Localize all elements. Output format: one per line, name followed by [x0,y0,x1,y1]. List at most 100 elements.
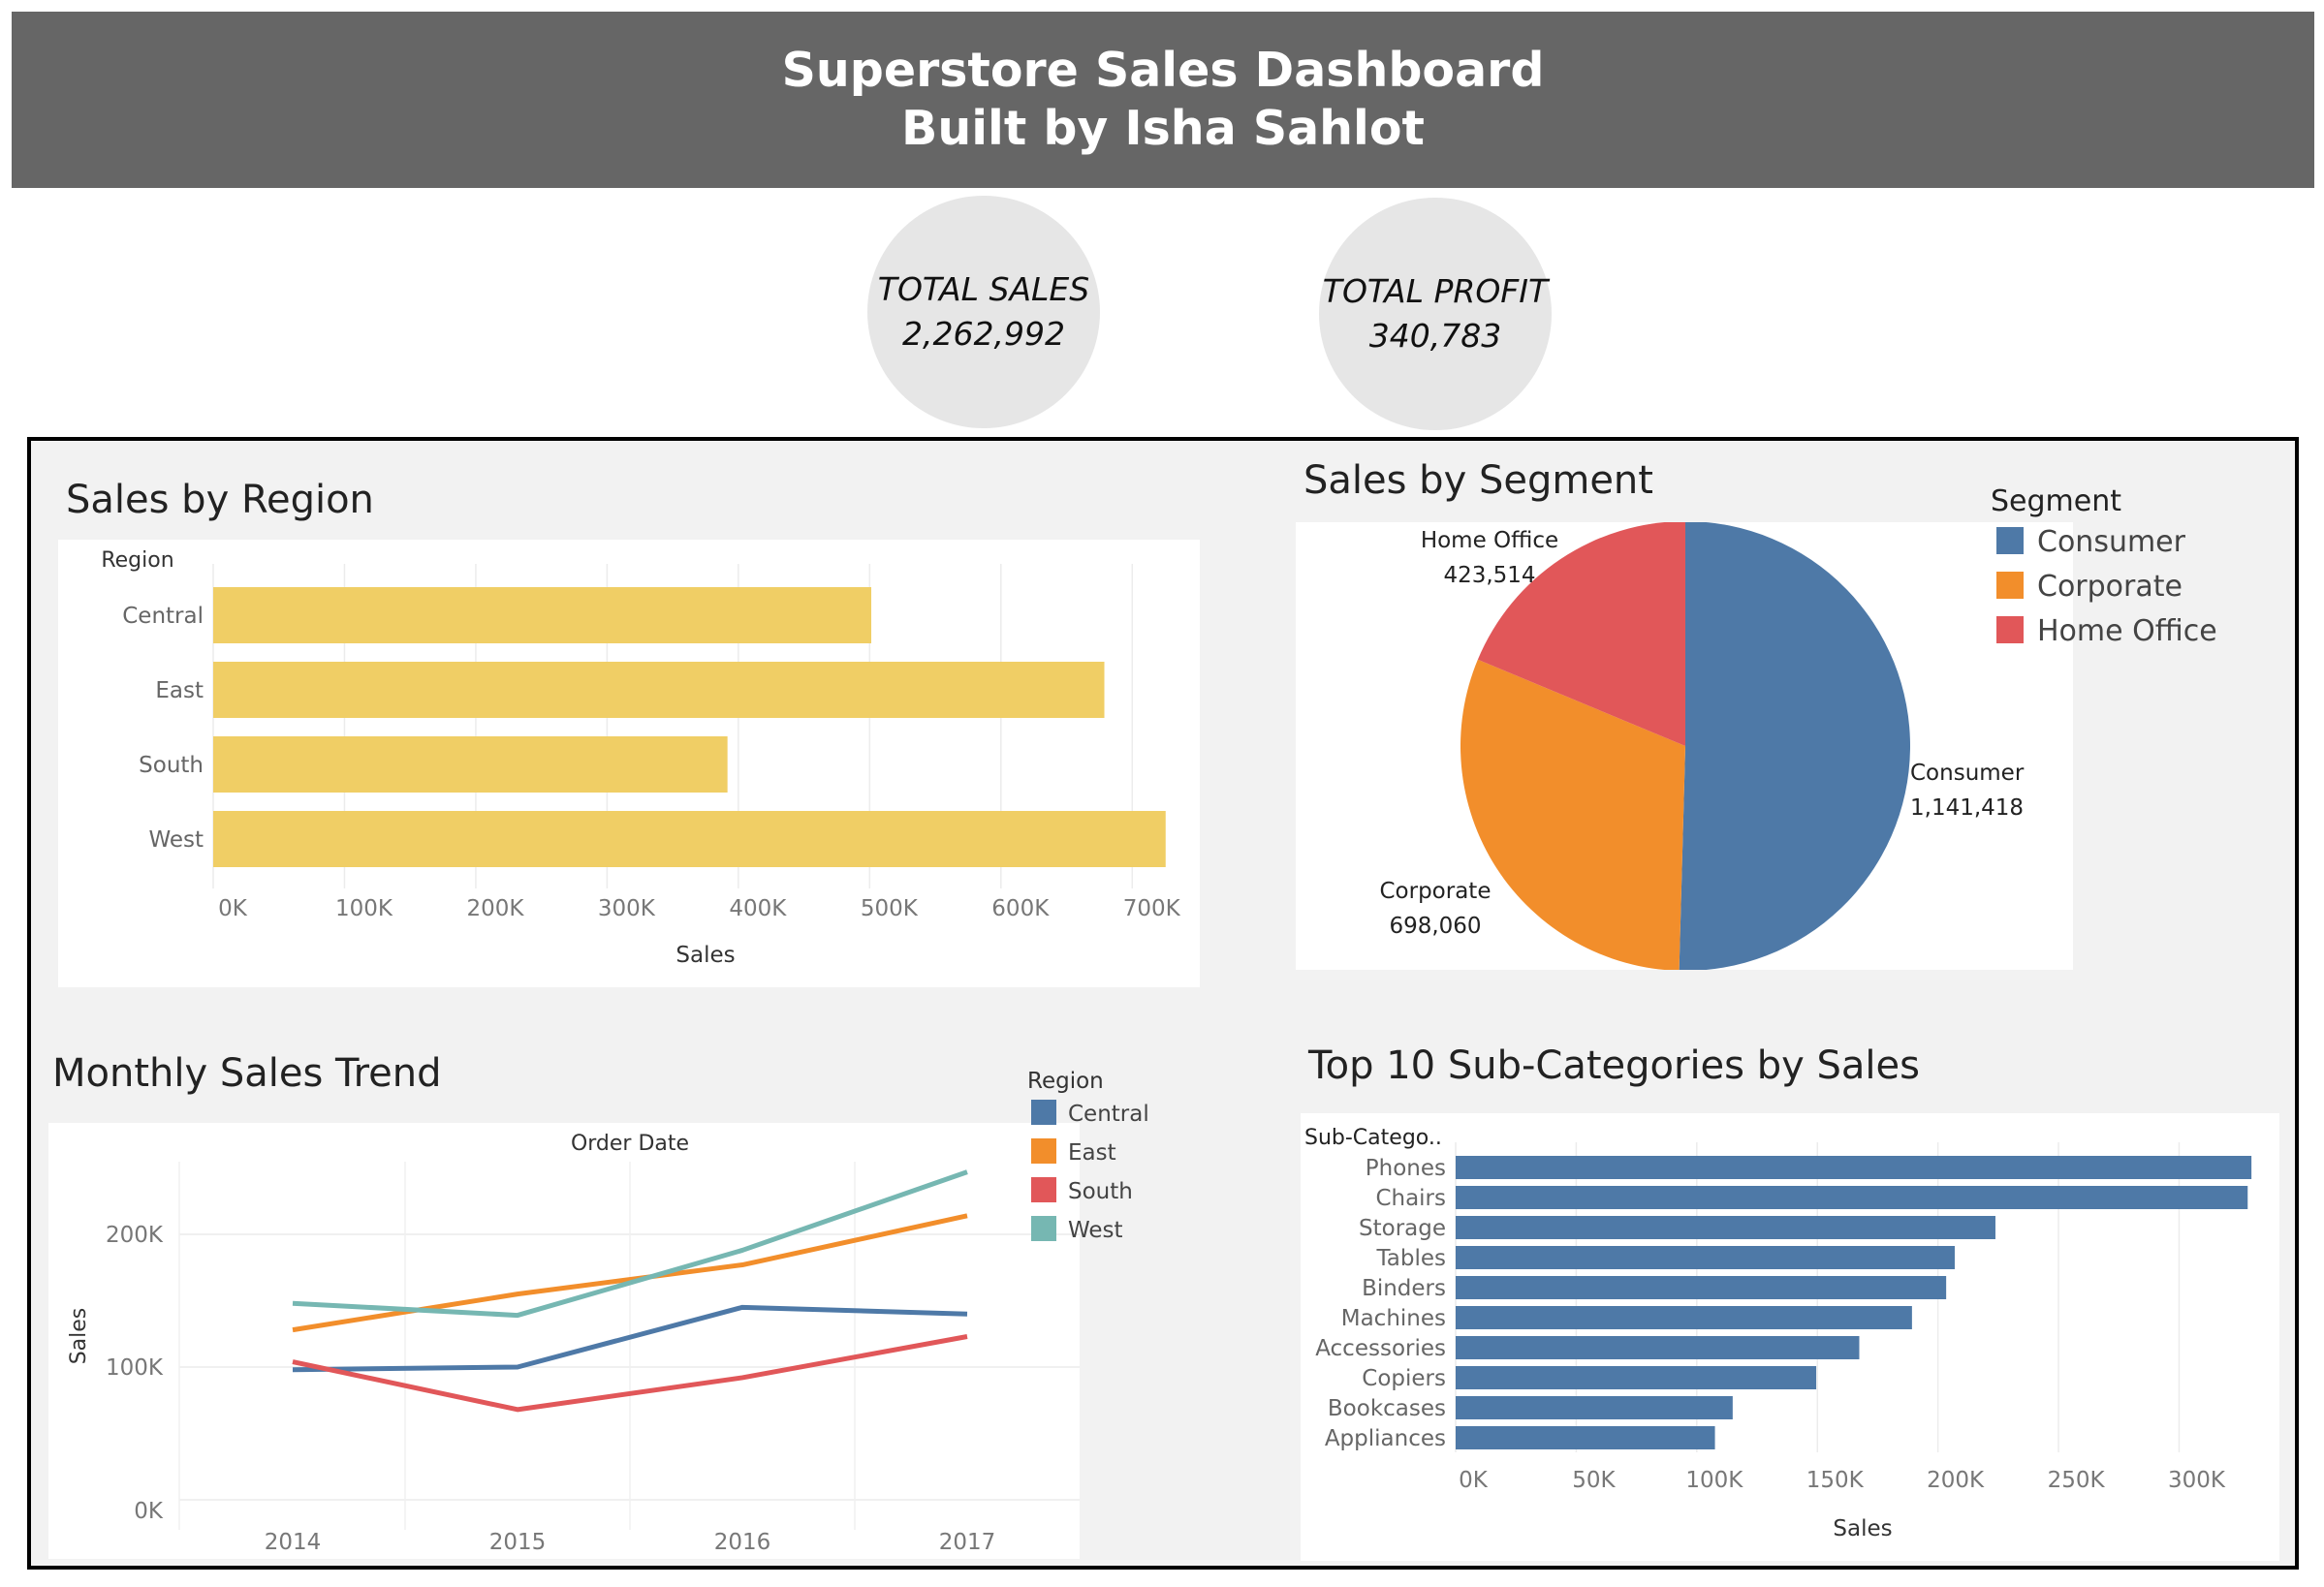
subcat-category-label: Phones [1366,1156,1446,1181]
trend-y-axis-label: Sales [67,1308,91,1365]
region-x-tick: 0K [218,896,248,921]
segment-legend-swatch [1996,572,2024,599]
subcat-x-tick: 100K [1685,1468,1743,1493]
segment-legend: Segment Consumer Corporate Home Office [1991,484,2217,644]
segment-legend-label: Corporate [2037,570,2183,604]
kpi-total-sales-label: TOTAL SALES [877,270,1090,308]
subcat-bar-chart: 0K 50K 100K 150K 200K 250K 300K Sub-Catego.. Pho… [1304,1126,2252,1541]
segment-slice [1460,659,1685,971]
subcat-category-label: Copiers [1362,1366,1446,1391]
trend-legend-swatch [1031,1177,1056,1202]
subcat-bar [1456,1186,2248,1209]
kpi-total-profit-value: 340,783 [1368,317,1502,355]
region-bar [213,736,728,793]
subcat-chart-card: 0K 50K 100K 150K 200K 250K 300K Sub-Catego.. Pho… [1301,1113,2279,1561]
subcat-x-tick: 200K [1927,1468,1985,1493]
subcat-bar [1456,1396,1733,1419]
region-panel-title: Sales by Region [66,478,374,522]
subcat-axis-header: Sub-Catego.. [1304,1126,1442,1150]
segment-slice-name: Corporate [1380,879,1492,904]
region-category-label: South [139,753,204,778]
subcat-category-label: Chairs [1375,1186,1446,1211]
subcat-bar [1456,1366,1817,1389]
subcat-bar [1456,1426,1715,1449]
region-bar [213,811,1166,867]
trend-chart-card: 0K 100K 200K Order Date Sales 2014 2015 2016 201… [48,1123,1080,1559]
trend-x-tick: 2015 [489,1530,547,1555]
dashboard-author: Built by Isha Sahlot [901,101,1425,156]
segment-slice-name: Home Office [1421,528,1558,553]
subcat-category-label: Appliances [1325,1426,1446,1451]
segment-legend-label: Home Office [2037,614,2217,644]
segment-chart-card: Consumer 1,141,418 Corporate 698,060 Home Of… [1296,521,2073,971]
trend-legend-swatch [1031,1100,1056,1125]
region-chart-card: 0K 100K 200K 300K 400K 500K 600K 700K Region Cent… [58,540,1200,987]
segment-legend-title: Segment [1991,484,2121,518]
trend-legend-title: Region [1027,1069,1104,1094]
subcat-bar [1456,1246,1955,1269]
dashboard-header: Superstore Sales Dashboard Built by Isha… [12,12,2314,188]
subcat-bar [1456,1216,1995,1239]
region-x-tick: 200K [466,896,524,921]
trend-series-line [292,1169,968,1319]
region-bar [213,662,1105,718]
subcat-bar [1456,1276,1947,1299]
trend-legend-swatch [1031,1216,1056,1241]
region-category-label: East [155,678,204,703]
trend-x-tick: 2014 [265,1530,322,1555]
trend-legend: Region Central East South West [1027,1069,1149,1243]
segment-slice [1679,521,1911,971]
subcat-category-label: Binders [1362,1276,1446,1301]
segment-panel-title: Sales by Segment [1303,458,1653,503]
subcat-x-tick: 250K [2048,1468,2106,1493]
trend-x-tick: 2016 [714,1530,771,1555]
region-x-tick: 700K [1123,896,1181,921]
trend-series-line [292,1213,968,1333]
trend-legend-label: East [1068,1140,1116,1166]
region-x-tick: 500K [861,896,919,921]
subcat-x-tick: 50K [1572,1468,1616,1493]
subcat-category-label: Tables [1376,1246,1446,1271]
trend-x-tick: 2017 [939,1530,996,1555]
dashboard-title: Superstore Sales Dashboard [781,43,1545,98]
region-x-tick: 600K [991,896,1050,921]
region-bar [213,587,872,643]
trend-y-tick: 0K [134,1499,164,1524]
segment-slice-value: 1,141,418 [1910,795,2024,821]
region-x-tick: 300K [598,896,656,921]
trend-x-axis-label: Order Date [571,1132,689,1156]
kpi-total-profit-label: TOTAL PROFIT [1322,272,1549,310]
segment-slice-value: 423,514 [1443,563,1535,588]
subcat-category-label: Accessories [1315,1336,1446,1361]
segment-pie-chart: Consumer 1,141,418 Corporate 698,060 Home Of… [1380,521,2025,971]
segment-legend-swatch [1996,527,2024,554]
subcat-category-label: Machines [1341,1306,1446,1331]
region-x-axis-label: Sales [675,943,735,968]
trend-y-tick: 200K [106,1223,164,1248]
subcat-category-label: Bookcases [1328,1396,1446,1421]
region-category-label: Central [122,604,204,629]
trend-legend-label: South [1068,1179,1133,1204]
subcat-x-tick: 0K [1459,1468,1489,1493]
kpi-total-sales-value: 2,262,992 [902,315,1065,353]
subcat-bar [1456,1336,1860,1359]
trend-legend-swatch [1031,1138,1056,1164]
region-x-tick: 100K [335,896,393,921]
subcat-bar [1456,1156,2252,1179]
trend-y-tick: 100K [106,1355,164,1381]
segment-slice-value: 698,060 [1389,914,1481,939]
segment-slice [1477,521,1685,746]
trend-legend-label: West [1068,1218,1123,1243]
segment-legend-swatch [1996,616,2024,643]
region-axis-header: Region [101,548,173,573]
dashboard-frame: Sales by Region 0K 100K 200K 300K 400K 500K 60… [27,437,2299,1570]
subcat-x-tick: 300K [2168,1468,2226,1493]
subcat-panel-title: Top 10 Sub-Categories by Sales [1308,1043,1920,1088]
subcat-x-axis-label: Sales [1833,1516,1892,1541]
subcat-category-label: Storage [1359,1216,1446,1241]
segment-slice-name: Consumer [1910,761,2025,786]
trend-panel-title: Monthly Sales Trend [52,1051,442,1096]
trend-legend-label: Central [1068,1102,1149,1127]
region-x-tick: 400K [729,896,787,921]
region-category-label: West [148,827,204,853]
